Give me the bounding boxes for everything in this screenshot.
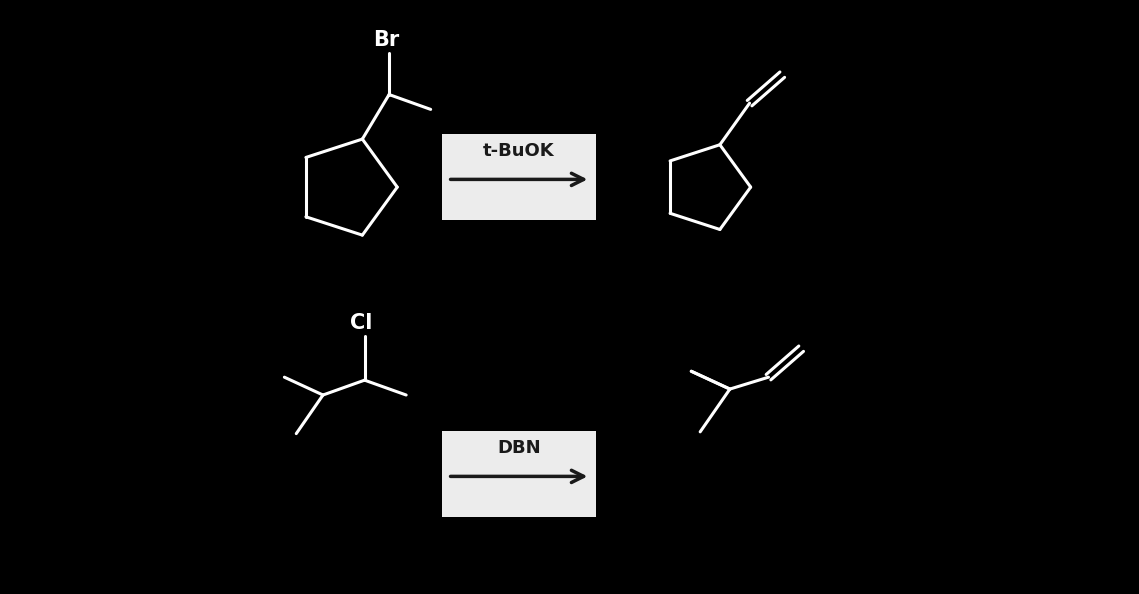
Text: Br: Br: [372, 30, 400, 50]
Text: Cl: Cl: [351, 312, 372, 333]
FancyBboxPatch shape: [442, 134, 596, 220]
Text: t-BuOK: t-BuOK: [483, 143, 555, 160]
Text: DBN: DBN: [498, 440, 541, 457]
FancyBboxPatch shape: [442, 431, 596, 517]
